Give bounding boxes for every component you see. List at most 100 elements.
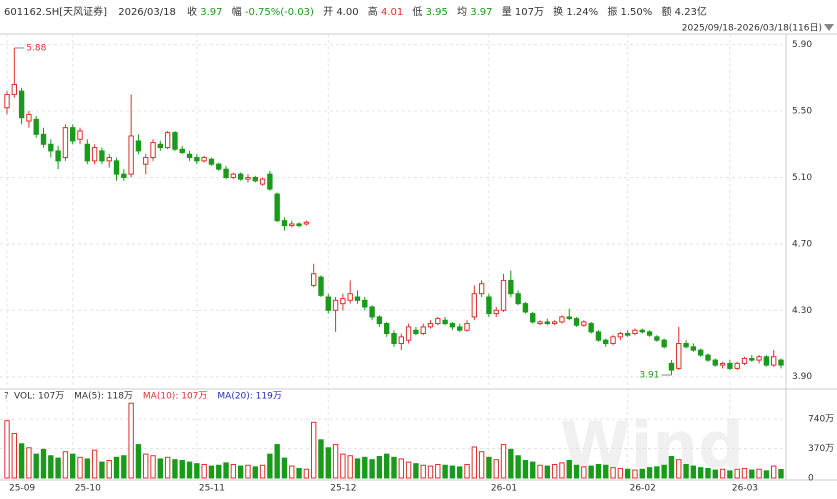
candle-body <box>55 150 61 162</box>
volume-bar <box>121 455 127 479</box>
volume-bar <box>237 465 244 479</box>
candle-body <box>595 331 602 341</box>
candle-body <box>33 118 39 135</box>
candle-body <box>143 157 149 165</box>
candle-body <box>340 298 346 305</box>
legend-entry: MA(5): 118万 <box>74 392 133 402</box>
candle-body <box>376 316 383 325</box>
volume-bar <box>756 468 762 479</box>
candle-body <box>62 127 69 159</box>
candle-body <box>325 296 331 311</box>
volume-bar <box>588 465 594 479</box>
volume-bar <box>771 465 777 479</box>
candle-body <box>624 333 631 336</box>
volume-bar <box>55 457 61 479</box>
volume-bar <box>559 462 565 479</box>
volume-bar <box>661 464 667 479</box>
volume-bar <box>106 459 112 479</box>
volume-bar <box>449 465 456 479</box>
candle-body <box>537 321 543 325</box>
candle-body <box>91 147 98 162</box>
volume-bar <box>763 470 770 479</box>
volume-bar <box>172 459 178 479</box>
volume-bar <box>632 469 638 479</box>
volume-bar <box>91 449 98 479</box>
candle-body <box>530 313 536 323</box>
volume-bar <box>259 464 266 479</box>
volume-bar <box>230 463 237 479</box>
volume-bar <box>566 459 572 479</box>
candle-body <box>771 356 777 366</box>
header: 601162.SH[天风证券] 2026/03/18 收 3.97 幅 -0.7… <box>4 5 707 18</box>
candle-body <box>668 362 675 371</box>
volume-bar <box>340 453 346 479</box>
candle-body <box>332 299 339 311</box>
volume-bar <box>420 464 426 479</box>
candle-body <box>588 323 594 333</box>
candle-body <box>48 143 54 152</box>
volume-bar <box>11 432 17 479</box>
candle-body <box>281 220 288 227</box>
volume-bar <box>493 459 499 479</box>
y-tick-label: 4.70 <box>792 239 812 249</box>
volume-bar <box>303 468 310 479</box>
volume-bar <box>690 465 697 479</box>
candle-body <box>690 346 697 351</box>
candle-body <box>646 331 653 336</box>
candle-body <box>259 178 266 185</box>
candle-body <box>208 158 215 165</box>
volume-bar <box>186 461 193 479</box>
candle-body <box>566 316 572 320</box>
candle-body <box>734 362 740 369</box>
volume-bar <box>522 459 529 479</box>
volume-bar <box>325 447 331 479</box>
legend-entry: MA(10): 107万 <box>143 392 207 402</box>
candle-body <box>727 362 733 369</box>
volume-bar <box>4 420 10 479</box>
candle-body <box>354 296 361 301</box>
volume-bar <box>208 465 215 479</box>
volume-bar <box>610 467 616 479</box>
max-label: 5.88 <box>26 43 46 53</box>
volume-bar <box>478 451 485 479</box>
volume-bar <box>537 464 543 479</box>
candle-body <box>164 132 171 149</box>
volume-bar <box>143 453 149 479</box>
candle-body <box>486 296 492 315</box>
volume-bar <box>624 468 631 479</box>
y-tick-label: 370万 <box>808 444 834 454</box>
candle-body <box>150 142 156 159</box>
candle-body <box>289 223 295 227</box>
candle-body <box>493 309 499 315</box>
volume-bar <box>150 455 156 479</box>
volume-bar <box>551 463 558 479</box>
candle-body <box>427 323 434 328</box>
volume-bar <box>457 466 463 479</box>
volume-bar <box>646 467 653 479</box>
candle-body <box>435 318 441 325</box>
candle-body <box>756 356 762 361</box>
candle-body <box>712 359 718 366</box>
candle-body <box>296 223 302 227</box>
candle-body <box>741 357 748 364</box>
dropdown-icon[interactable] <box>824 24 834 31</box>
volume-bar <box>347 455 353 479</box>
y-tick-label: 4.30 <box>792 306 812 316</box>
volume-bar <box>668 456 675 479</box>
volume-bar <box>296 467 302 479</box>
candle-body <box>581 321 587 326</box>
volume-bar <box>471 446 478 479</box>
volume-bar <box>77 456 83 479</box>
candle-body <box>705 354 711 361</box>
volume-bar <box>654 466 660 479</box>
candle-body <box>508 279 514 295</box>
candle-body <box>610 336 616 344</box>
candle-body <box>135 140 142 152</box>
volume-bar <box>508 448 514 479</box>
date-range: 2025/09/18-2026/03/18(116日) <box>682 23 822 34</box>
volume-bar <box>391 456 397 479</box>
candle-body <box>515 293 521 305</box>
candle-body <box>478 283 485 295</box>
candle-body <box>303 221 310 225</box>
